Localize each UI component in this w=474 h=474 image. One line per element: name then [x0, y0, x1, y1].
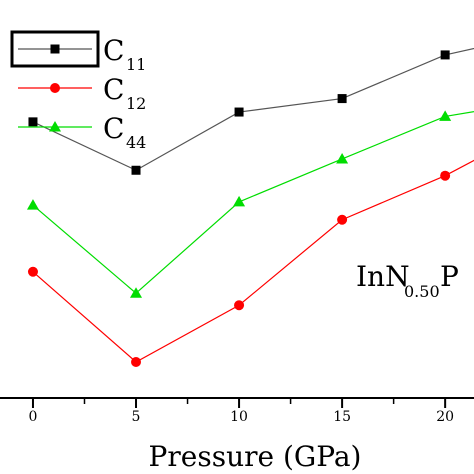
legend: C 11C 12C 44 [10, 30, 146, 152]
data-point [131, 165, 141, 175]
data-point [440, 170, 451, 181]
annotation: InN 0.50 P [356, 260, 459, 301]
legend-label-subscript: 12 [126, 94, 146, 113]
data-point [439, 110, 452, 121]
data-point [28, 117, 38, 127]
legend-label-subscript: 11 [126, 55, 146, 74]
x-tick-label: 15 [333, 409, 351, 425]
series-C44 [26, 110, 474, 298]
legend-entry: C 11 [18, 34, 146, 74]
x-tick-label: 10 [230, 409, 248, 425]
data-point [26, 199, 39, 210]
legend-label-subscript: 44 [126, 133, 146, 152]
data-point [336, 152, 349, 164]
x-tick-label: 0 [29, 409, 38, 425]
data-point [27, 266, 38, 277]
legend-marker [49, 121, 61, 132]
annotation-main: InN [356, 260, 410, 293]
data-point [337, 94, 347, 104]
series-line [32, 159, 474, 363]
x-axis-label: Pressure (GPa) [149, 440, 362, 473]
data-point [234, 300, 245, 311]
annotation-tail: P [440, 260, 459, 293]
x-axis-ticks: 0 5 10 15 20 [29, 398, 454, 425]
series-C11 [28, 47, 474, 175]
legend-label: C [103, 112, 124, 145]
series-line [32, 111, 474, 295]
data-point [440, 50, 450, 60]
x-tick-label: 20 [436, 409, 454, 425]
legend-entry: C 44 [18, 112, 146, 152]
annotation-subscript: 0.50 [404, 282, 440, 301]
legend-marker [50, 44, 60, 54]
legend-frame [10, 30, 100, 68]
data-point [130, 287, 143, 298]
legend-label: C [103, 73, 124, 106]
x-tick-label: 5 [132, 409, 141, 425]
legend-label: C [103, 34, 124, 67]
series-C12 [27, 159, 474, 367]
data-point [234, 107, 244, 117]
legend-marker [50, 83, 60, 93]
legend-entry: C 12 [18, 73, 146, 113]
series-layer [26, 47, 474, 367]
data-point [233, 195, 246, 207]
series-line [32, 47, 474, 171]
data-point [337, 214, 348, 225]
data-point [131, 357, 142, 367]
